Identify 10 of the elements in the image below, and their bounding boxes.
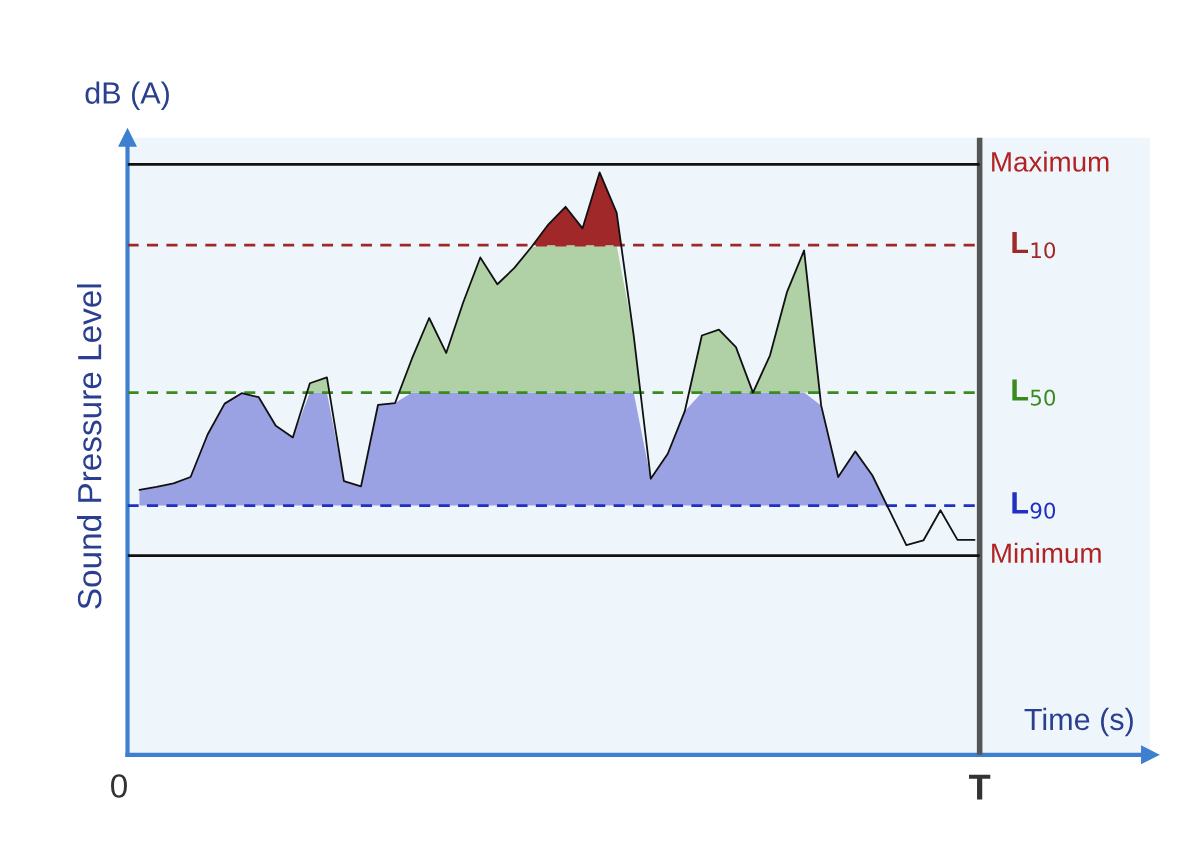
y-axis-title: Sound Pressure Level <box>77 284 102 609</box>
text: T <box>969 774 991 800</box>
ref-line-label: Maximum <box>992 151 1109 172</box>
text: 0 <box>111 774 127 798</box>
ref-line-label: L$_{90}$ <box>1012 492 1056 519</box>
x-axis-title: Time (s) <box>1024 707 1133 737</box>
ref-line-label: Minimum <box>992 542 1101 564</box>
ref-line-label: L$_{10}$ <box>1012 232 1056 259</box>
ref-line-label: L$_{50}$ <box>1012 379 1056 406</box>
text: dB (A) <box>85 81 169 110</box>
